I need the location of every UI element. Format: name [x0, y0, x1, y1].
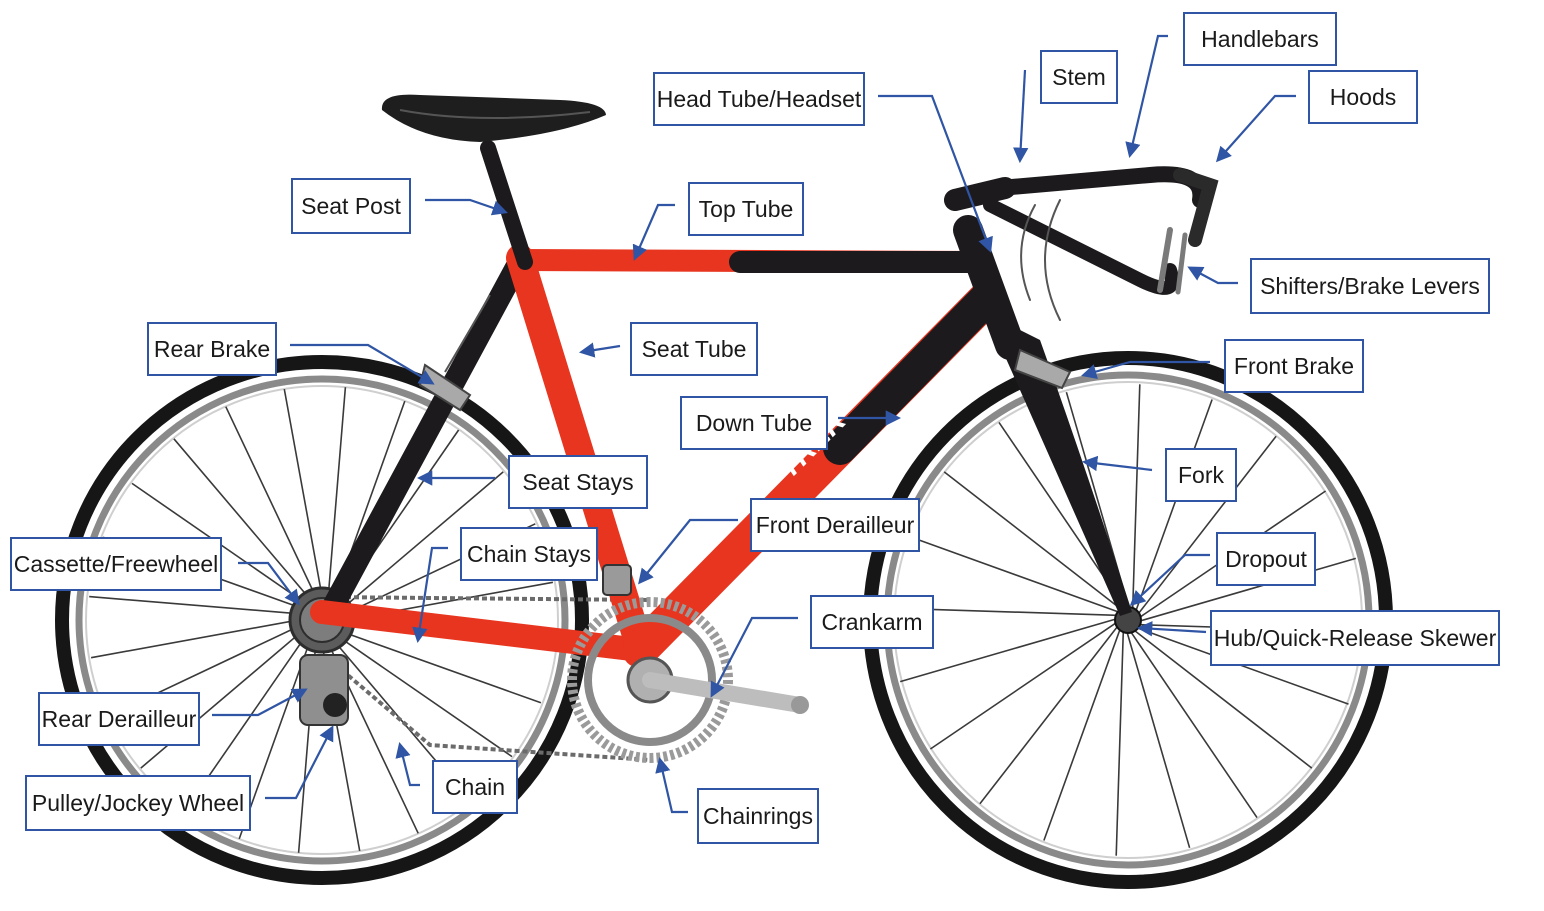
arrow-shifters: [1187, 266, 1238, 285]
arrow-cassette: [238, 561, 300, 606]
crankset: [567, 597, 809, 763]
arrow-seat-post: [425, 198, 508, 216]
arrow-front-brake: [1081, 360, 1210, 380]
rear-rim: [75, 375, 569, 865]
spoke: [907, 535, 1120, 613]
leader-arrows: [212, 34, 1296, 814]
spoke: [326, 387, 347, 610]
label-chainrings: Chainrings: [697, 788, 819, 844]
label-dropout: Dropout: [1216, 532, 1316, 586]
arrow-crankarm: [710, 616, 798, 698]
spoke: [330, 627, 542, 704]
label-hub: Hub/Quick-Release Skewer: [1210, 610, 1500, 666]
components: [299, 294, 1072, 726]
label-handlebars: Handlebars: [1183, 12, 1337, 66]
spoke: [173, 438, 319, 610]
label-down-tube: Down Tube: [680, 396, 828, 450]
spoke: [1115, 631, 1125, 856]
arrow-chainrings: [655, 756, 688, 814]
chain: [321, 595, 651, 762]
spoke: [89, 595, 312, 616]
spoke: [1131, 384, 1141, 609]
label-cassette: Cassette/Freewheel: [10, 537, 222, 591]
arrow-chain: [395, 742, 420, 787]
label-rear-brake: Rear Brake: [147, 322, 277, 376]
arrow-chain-stays: [412, 546, 448, 644]
spoke: [283, 388, 325, 609]
arrow-handlebars: [1125, 34, 1168, 158]
arrow-hub: [1136, 621, 1207, 637]
spoke: [225, 406, 322, 609]
spoke: [1139, 557, 1357, 622]
label-crankarm: Crankarm: [810, 595, 934, 649]
label-front-derailleur: Front Derailleur: [750, 498, 920, 552]
label-top-tube: Top Tube: [688, 182, 804, 236]
label-seat-post: Seat Post: [291, 178, 411, 234]
arrow-rear-derailleur: [212, 688, 308, 717]
arrow-head-tube: [878, 94, 993, 253]
arrow-seat-tube: [578, 342, 621, 358]
label-front-brake: Front Brake: [1224, 339, 1364, 393]
spoke: [1136, 627, 1349, 705]
spoke: [943, 471, 1123, 611]
arrow-pulley: [265, 725, 334, 800]
label-head-tube: Head Tube/Headset: [653, 72, 865, 126]
seat-post-and-saddle: [381, 94, 606, 270]
spoke: [1135, 399, 1213, 612]
label-rear-derailleur: Rear Derailleur: [38, 692, 200, 746]
label-chain: Chain: [432, 760, 518, 814]
rear-tire: [55, 355, 589, 885]
stem-and-handlebars: [944, 166, 1219, 321]
spoke: [1133, 629, 1313, 769]
label-hoods: Hoods: [1308, 70, 1418, 124]
arrow-dropout: [1129, 553, 1210, 607]
arrow-fork: [1081, 455, 1153, 472]
spoke: [1130, 631, 1258, 819]
arrow-hoods: [1215, 94, 1296, 163]
spoke: [899, 618, 1117, 683]
label-shifters: Shifters/Brake Levers: [1250, 258, 1490, 314]
arrow-front-derailleur: [638, 518, 738, 585]
label-pulley: Pulley/Jockey Wheel: [25, 775, 251, 831]
spoke: [1126, 631, 1191, 849]
label-seat-tube: Seat Tube: [630, 322, 758, 376]
label-fork: Fork: [1165, 448, 1237, 502]
label-seat-stays: Seat Stays: [508, 455, 648, 509]
spoke: [1043, 628, 1121, 841]
spoke: [332, 471, 504, 617]
spoke: [1137, 435, 1277, 615]
arrow-stem: [1012, 69, 1029, 164]
spoke: [90, 617, 311, 659]
label-chain-stays: Chain Stays: [460, 527, 598, 581]
spoke: [979, 625, 1119, 805]
spoke: [929, 622, 1117, 750]
spoke: [328, 629, 513, 758]
arrow-rear-brake: [290, 343, 435, 385]
label-stem: Stem: [1040, 50, 1118, 104]
arrow-top-tube: [632, 203, 675, 261]
front-spokes: [892, 384, 1364, 856]
